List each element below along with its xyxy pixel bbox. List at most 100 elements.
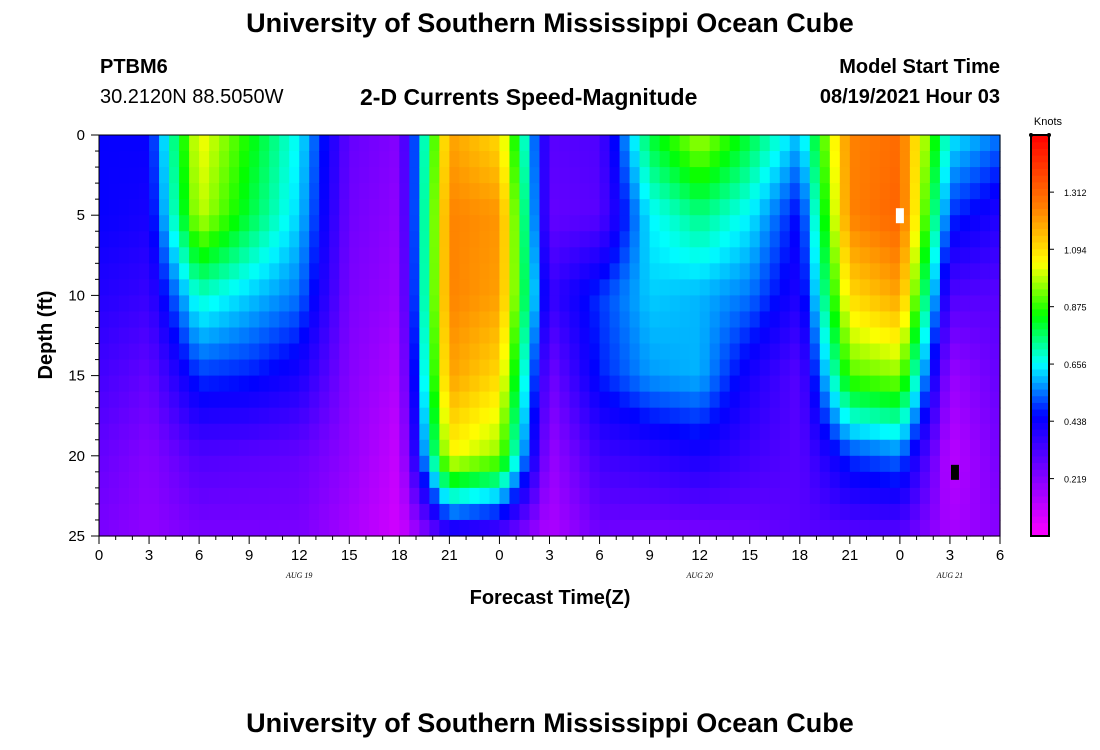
heatmap-cell <box>819 423 831 441</box>
heatmap-cell <box>679 327 691 345</box>
heatmap-cell <box>959 407 971 425</box>
heatmap-cell <box>869 407 881 425</box>
heatmap-cell <box>169 471 180 489</box>
heatmap-cell <box>319 439 330 457</box>
heatmap-cell <box>369 183 380 200</box>
heatmap-cell <box>899 375 911 393</box>
heatmap-cell <box>249 391 260 409</box>
heatmap-cell <box>739 263 751 280</box>
heatmap-cell <box>619 263 631 280</box>
heatmap-cell <box>869 151 881 168</box>
heatmap-cell <box>409 167 420 184</box>
heatmap-cell <box>659 503 671 521</box>
heatmap-cell <box>419 519 430 537</box>
x-tick-label: 21 <box>841 547 858 564</box>
heatmap-cell <box>499 247 511 264</box>
heatmap-cell <box>409 343 420 361</box>
heatmap-cell <box>239 263 250 280</box>
heatmap-cell <box>269 183 280 200</box>
heatmap-cell <box>649 503 661 521</box>
heatmap-cell <box>459 343 471 361</box>
heatmap-cell <box>849 487 861 505</box>
heatmap-cell <box>769 327 781 345</box>
heatmap-cell <box>509 439 521 457</box>
heatmap-cell <box>379 503 390 521</box>
heatmap-cell <box>259 247 270 264</box>
heatmap-cell <box>819 391 831 409</box>
heatmap-cell <box>429 199 440 216</box>
heatmap-cell <box>459 455 471 473</box>
heatmap-cell <box>159 183 170 200</box>
heatmap-cell <box>609 503 621 521</box>
heatmap-cell <box>299 295 310 313</box>
heatmap-cell <box>469 263 481 280</box>
heatmap-cell <box>239 167 250 184</box>
heatmap-cell <box>429 455 440 473</box>
heatmap-cell <box>289 247 300 264</box>
heatmap-cell <box>219 311 230 329</box>
heatmap-cell <box>429 471 440 489</box>
heatmap-cell <box>269 215 280 232</box>
heatmap-cell <box>979 327 991 345</box>
heatmap-cell <box>689 295 701 313</box>
heatmap-cell <box>499 295 511 313</box>
heatmap-cell <box>869 391 881 409</box>
heatmap-cell <box>639 519 651 537</box>
heatmap-cell <box>529 247 541 264</box>
heatmap-cell <box>519 423 531 441</box>
heatmap-cell <box>169 263 180 280</box>
heatmap-cell <box>169 439 180 457</box>
heatmap-cell <box>569 215 581 232</box>
heatmap-cell <box>959 519 971 537</box>
heatmap-cell <box>519 503 531 521</box>
heatmap-cell <box>899 231 911 248</box>
heatmap-cell <box>519 199 531 216</box>
heatmap-cell <box>829 327 841 345</box>
heatmap-cell <box>819 199 831 216</box>
heatmap-cell <box>929 391 941 409</box>
heatmap-cell <box>829 231 841 248</box>
heatmap-cell <box>249 519 260 537</box>
heatmap-cell <box>349 487 360 505</box>
heatmap-cell <box>619 247 631 264</box>
heatmap-cell <box>809 407 821 425</box>
heatmap-cell <box>769 503 781 521</box>
heatmap-cell <box>279 327 290 345</box>
heatmap-cell <box>739 391 751 409</box>
y-tick-label: 0 <box>77 127 85 144</box>
heatmap-cell <box>889 407 901 425</box>
heatmap-cell <box>919 359 931 377</box>
heatmap-cell <box>119 311 130 329</box>
heatmap-cell <box>949 263 961 280</box>
heatmap-cell <box>179 503 190 521</box>
heatmap-cell <box>189 231 200 248</box>
heatmap-cell <box>239 151 250 168</box>
heatmap-cell <box>909 263 921 280</box>
heatmap-cell <box>239 231 250 248</box>
heatmap-cell <box>619 279 631 296</box>
heatmap-cell <box>159 231 170 248</box>
heatmap-cell <box>109 391 120 409</box>
heatmap-cell <box>709 359 721 377</box>
heatmap-cell <box>139 487 150 505</box>
heatmap-cell <box>379 183 390 200</box>
heatmap-cell <box>599 167 611 184</box>
heatmap-cell <box>639 455 651 473</box>
heatmap-cell <box>119 487 130 505</box>
heatmap-cell <box>179 135 190 152</box>
heatmap-cell <box>749 503 761 521</box>
heatmap-cell <box>839 391 851 409</box>
colorbar-segment <box>1031 489 1049 497</box>
heatmap-cell <box>359 247 370 264</box>
heatmap-cell <box>459 487 471 505</box>
heatmap-cell <box>969 135 981 152</box>
heatmap-cell <box>229 215 240 232</box>
heatmap-cell <box>879 343 891 361</box>
heatmap-cell <box>589 183 601 200</box>
heatmap-cell <box>289 151 300 168</box>
heatmap-cell <box>779 247 791 264</box>
heatmap-cell <box>299 135 310 152</box>
heatmap-cell <box>919 151 931 168</box>
heatmap-cell <box>659 263 671 280</box>
colorbar-segment <box>1031 208 1049 216</box>
